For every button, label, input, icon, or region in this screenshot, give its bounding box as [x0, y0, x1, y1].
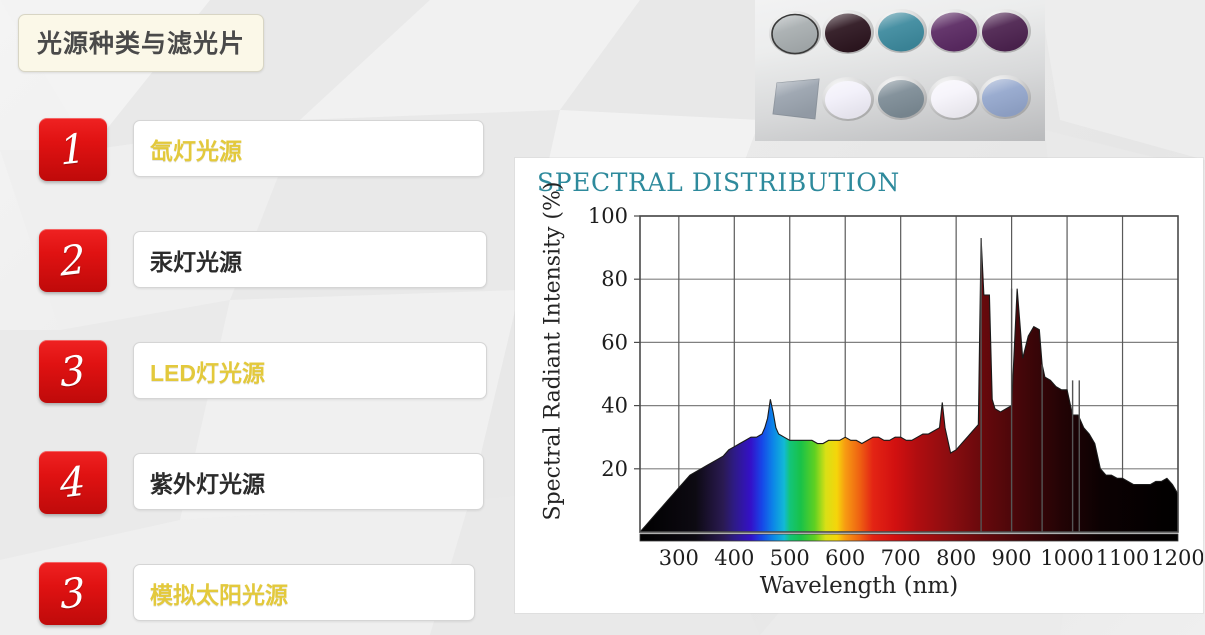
chart-x-axis-label: Wavelength (nm) — [759, 573, 959, 599]
list-item-number: 3 — [59, 346, 87, 397]
list-item-label: 模拟太阳光源 — [150, 581, 288, 608]
list-item-number-badge: 3 — [39, 562, 107, 625]
list-item-number: 4 — [59, 457, 87, 508]
list-item-label-pill[interactable]: 模拟太阳光源 — [133, 564, 475, 621]
filter-bottom-row — [772, 75, 1031, 121]
list-item-label-pill[interactable]: 紫外灯光源 — [133, 453, 484, 510]
list-item-label-pill[interactable]: 汞灯光源 — [133, 231, 487, 288]
chart-spike-markers — [980, 238, 1080, 532]
list-item-number-badge: 1 — [39, 118, 107, 181]
list-item-label-pill[interactable]: 氙灯光源 — [133, 120, 484, 177]
list-item-number-badge: 3 — [39, 340, 107, 403]
chart-spectrum-strip — [639, 533, 1179, 542]
light-source-list: 1 氙灯光源 2 汞灯光源 3 LED灯光源 4 — [0, 118, 500, 635]
chart-plot-area: 20 40 60 80 100 300 400 500 600 700 800 900 1000 1100… — [588, 204, 1203, 570]
list-item-number-badge: 4 — [39, 451, 107, 514]
list-item-number-badge: 2 — [39, 229, 107, 292]
chart-x-tick-label: 500 — [770, 546, 810, 570]
chart-frame — [639, 215, 1179, 533]
chart-title: SPECTRAL DISTRIBUTION — [537, 168, 900, 197]
chart-x-tick-label: 1000 — [1040, 546, 1093, 570]
list-item[interactable]: 3 LED灯光源 — [0, 340, 500, 403]
chart-y-tick-label: 60 — [601, 330, 628, 354]
list-item[interactable]: 1 氙灯光源 — [0, 118, 500, 181]
chart-y-tick-label: 40 — [601, 394, 628, 418]
list-item-label-pill[interactable]: LED灯光源 — [133, 342, 487, 399]
page-title-text: 光源种类与滤光片 — [37, 30, 246, 58]
spectral-distribution-chart: SPECTRAL DISTRIBUTION Spectral Radiant I… — [515, 158, 1203, 613]
filters-image — [769, 9, 1031, 121]
chart-x-tick-label: 400 — [714, 546, 754, 570]
list-item[interactable]: 2 汞灯光源 — [0, 229, 500, 292]
chart-x-tick-label: 900 — [992, 546, 1032, 570]
chart-y-tick-label: 80 — [601, 267, 628, 291]
list-item-label: LED灯光源 — [150, 359, 265, 386]
filter-top-row — [769, 9, 1031, 55]
list-item-label: 氙灯光源 — [150, 137, 242, 164]
chart-x-tick-label: 800 — [936, 546, 976, 570]
chart-y-tick-label: 20 — [601, 457, 628, 481]
page-title: 光源种类与滤光片 — [18, 14, 265, 72]
chart-y-tick-label: 100 — [588, 204, 628, 228]
chart-x-tick-label: 700 — [881, 546, 921, 570]
chart-x-tick-label: 1200 — [1151, 546, 1203, 570]
list-item-number: 2 — [59, 235, 87, 286]
optical-filters-photo — [755, 0, 1045, 141]
list-item[interactable]: 3 模拟太阳光源 — [0, 562, 500, 625]
chart-x-tick-label: 300 — [659, 546, 699, 570]
list-item-label: 紫外灯光源 — [150, 470, 265, 497]
chart-x-tick-label: 600 — [825, 546, 865, 570]
list-item[interactable]: 4 紫外灯光源 — [0, 451, 500, 514]
chart-area-series — [638, 238, 1179, 533]
chart-x-tick-label: 1100 — [1096, 546, 1149, 570]
list-item-label: 汞灯光源 — [150, 248, 242, 275]
list-item-number: 3 — [59, 568, 87, 619]
list-item-number: 1 — [59, 124, 87, 175]
